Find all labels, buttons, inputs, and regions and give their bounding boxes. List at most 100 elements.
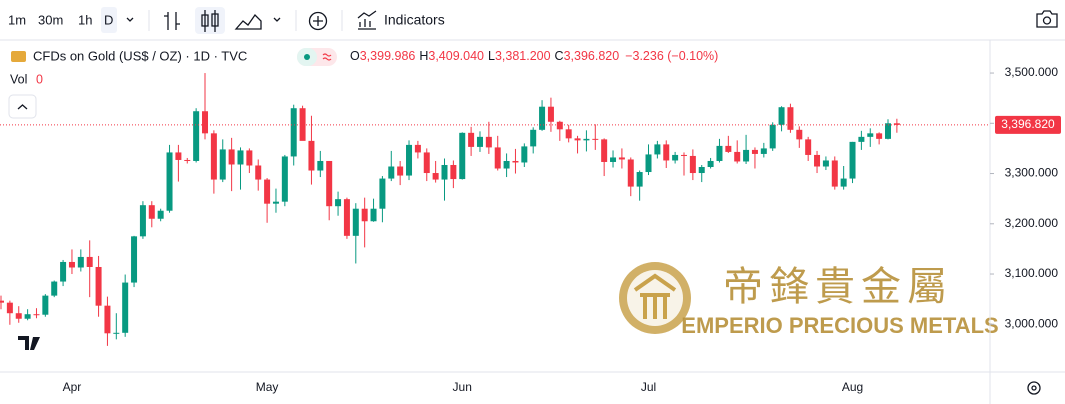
watermark-english: EMPERIO PRECIOUS METALS: [681, 313, 998, 338]
candle-body: [716, 145, 723, 161]
indicators-button[interactable]: Indicators: [384, 12, 445, 28]
candle-body: [885, 123, 891, 139]
x-tick-label: Apr: [63, 380, 82, 394]
x-tick-label: Jul: [641, 380, 656, 394]
candle-body: [370, 208, 377, 222]
market-status: [304, 54, 310, 60]
change-value: −3.236 (−0.10%): [625, 49, 718, 63]
candle-body: [663, 144, 670, 161]
candle-body: [610, 157, 617, 162]
candles-icon[interactable]: [201, 10, 219, 32]
candle-body: [202, 111, 209, 134]
ohlc-value: 3,381.200: [495, 49, 551, 63]
candle-body: [831, 160, 838, 187]
candle-body: [308, 140, 315, 171]
ohlc-legend: O3,399.986 H3,409.040 L3,381.200 C3,396.820…: [350, 49, 718, 63]
area-icon[interactable]: [234, 13, 262, 30]
candle-body: [299, 108, 306, 141]
compare-plus: [313, 16, 323, 26]
watermark-logo-mark: [633, 273, 677, 319]
candle-body: [618, 157, 625, 160]
candle-body: [468, 132, 475, 147]
candle-body: [840, 178, 847, 187]
candle-body: [822, 160, 829, 167]
y-tick-label: 3,100.000: [1005, 266, 1059, 280]
volume-label: Vol: [10, 72, 27, 86]
candle-body: [601, 139, 608, 162]
candle-body: [893, 123, 900, 125]
interval[interactable]: 1m: [8, 12, 26, 27]
candle-body: [583, 138, 590, 141]
collapse-button[interactable]: [8, 94, 37, 119]
screenshot-icon[interactable]: [1036, 10, 1058, 28]
style-menu[interactable]: [273, 17, 281, 22]
last-price-badge: [995, 115, 1061, 134]
candle-body: [645, 154, 652, 173]
interval[interactable]: 1h: [78, 12, 92, 27]
bars-icon[interactable]: [164, 12, 180, 30]
candle-body: [796, 129, 803, 140]
candle-body: [414, 144, 421, 153]
settings-icon-center: [1031, 385, 1037, 391]
interval[interactable]: D: [104, 12, 113, 27]
candle-body: [113, 332, 120, 334]
candle-body: [77, 256, 84, 268]
interval-menu[interactable]: [126, 17, 134, 22]
candle-body: [734, 151, 741, 162]
candle-body: [672, 154, 679, 161]
candle-body: [494, 147, 501, 169]
candle-body: [157, 210, 164, 219]
candle-body: [352, 208, 359, 236]
ohlc-value: 3,396.820: [564, 49, 620, 63]
candle-body: [698, 167, 705, 174]
candle-body: [361, 208, 368, 222]
candle-body: [184, 159, 191, 161]
settings-icon[interactable]: [1027, 381, 1041, 395]
candle-body: [814, 154, 821, 167]
x-tick-label: Jun: [453, 380, 472, 394]
candle-body: [743, 149, 750, 162]
candle-body: [530, 129, 537, 147]
candle-body: [86, 256, 93, 267]
candle-body: [122, 282, 129, 333]
candle-body: [751, 149, 758, 154]
y-tick-label: 3,300.000: [1005, 166, 1059, 180]
candle-body: [769, 124, 776, 149]
candle-body: [95, 266, 102, 306]
compare-icon[interactable]: [308, 11, 328, 31]
candle-body: [503, 160, 510, 169]
candle-body: [60, 261, 67, 282]
x-tick-label: Aug: [842, 380, 863, 394]
candle-body: [397, 166, 404, 176]
indicators-icon[interactable]: [357, 10, 377, 30]
candle-body: [237, 150, 244, 165]
candle-body: [512, 160, 519, 163]
symbol-icon: [11, 51, 26, 62]
interval[interactable]: 30m: [38, 12, 63, 27]
candle-body: [264, 179, 271, 204]
candle-body: [574, 138, 581, 141]
candle-body: [210, 133, 217, 180]
active-interval-bg: [101, 7, 117, 33]
candle-body: [485, 136, 492, 148]
candle-body: [760, 148, 767, 154]
candle-body: [406, 144, 413, 176]
ohlc-value: 3,399.986: [360, 49, 416, 63]
ohlc-value: 3,409.040: [428, 49, 484, 63]
delay-icon: [322, 53, 332, 61]
candle-body: [787, 107, 794, 130]
candle-body: [849, 141, 856, 179]
candle-body: [228, 149, 235, 165]
ohlc-key: H: [419, 49, 428, 63]
candle-body: [68, 261, 75, 268]
candle-body: [139, 205, 146, 237]
collapse-arrow: [17, 104, 28, 110]
candle-body: [335, 199, 342, 207]
candle-body: [654, 144, 661, 155]
candle-body: [636, 172, 643, 187]
candle-body: [255, 165, 262, 180]
candle-body: [326, 160, 333, 207]
symbol-title: CFDs on Gold (US$ / OZ) · 1D · TVC: [33, 48, 247, 63]
candle-body: [725, 145, 732, 152]
